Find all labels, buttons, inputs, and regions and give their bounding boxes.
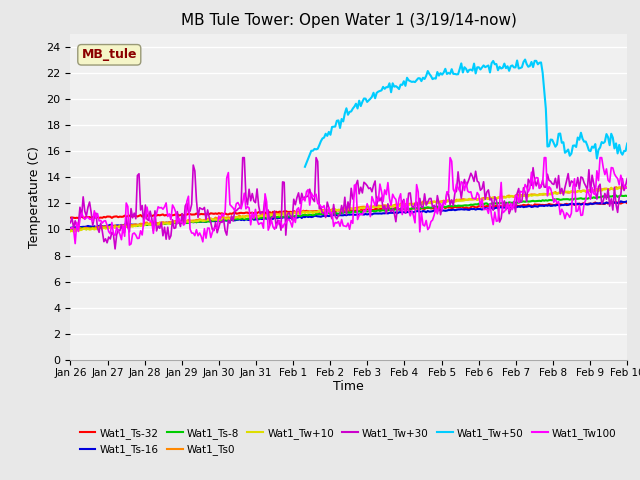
Legend: Wat1_Ts-32, Wat1_Ts-16, Wat1_Ts-8, Wat1_Ts0, Wat1_Tw+10, Wat1_Tw+30, Wat1_Tw+50,: Wat1_Ts-32, Wat1_Ts-16, Wat1_Ts-8, Wat1_… [76,424,621,459]
Title: MB Tule Tower: Open Water 1 (3/19/14-now): MB Tule Tower: Open Water 1 (3/19/14-now… [181,13,516,28]
Text: MB_tule: MB_tule [81,48,137,61]
Y-axis label: Temperature (C): Temperature (C) [28,146,41,248]
X-axis label: Time: Time [333,381,364,394]
